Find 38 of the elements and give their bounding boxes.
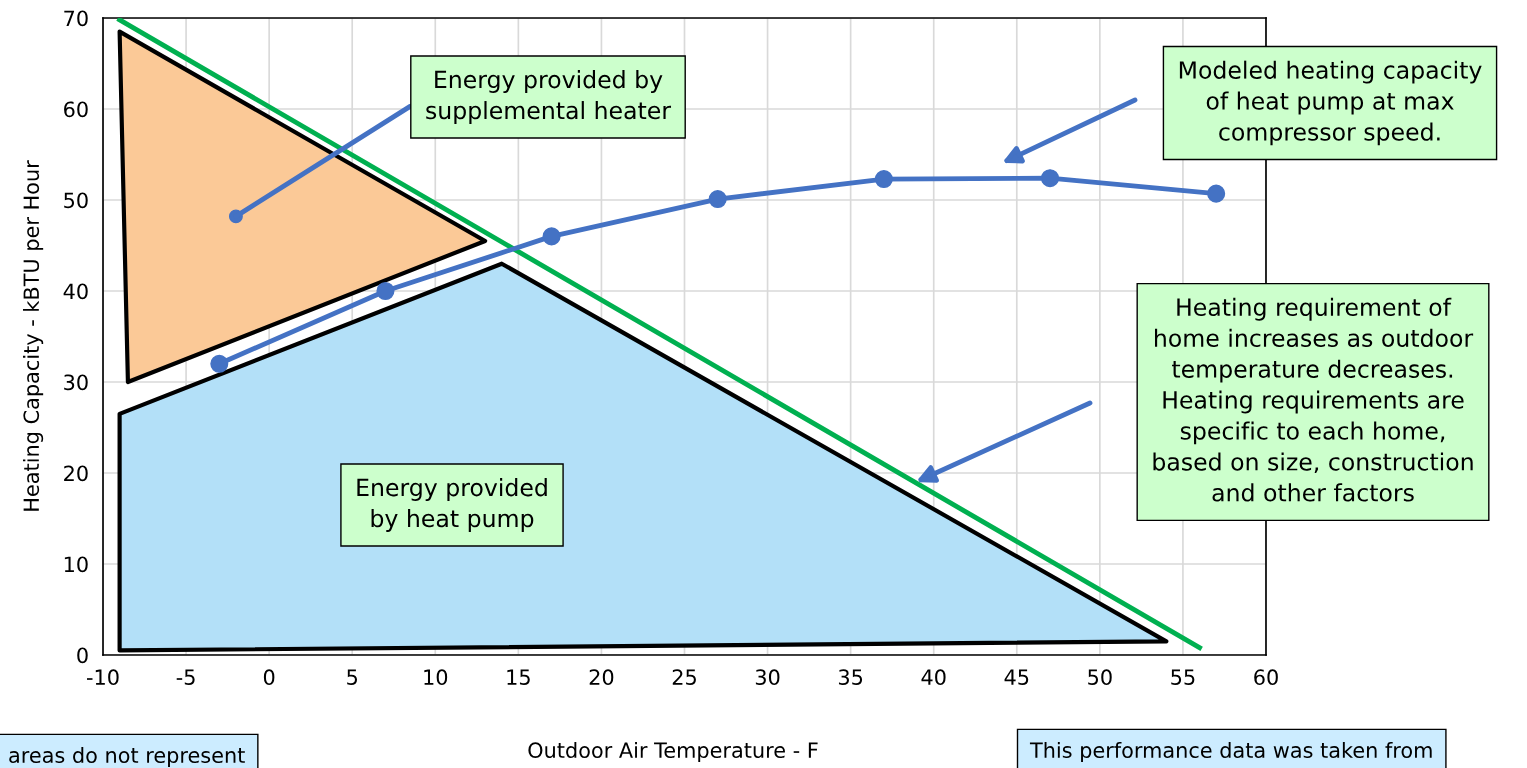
y-tick-label: 50 — [64, 192, 88, 209]
x-tick-label: 25 — [672, 669, 696, 686]
point — [542, 227, 561, 246]
x-tick-label: 0 — [263, 669, 275, 686]
annotation: Heating requirement of home increases as outdoor temperature decreases. Heating requirements are specific to each home, based on size, construction and other factors — [1153, 297, 1474, 502]
x-tick-label: 50 — [1088, 669, 1112, 686]
point — [210, 354, 229, 373]
y-tick-label: 10 — [64, 556, 88, 573]
point — [708, 190, 727, 209]
y-tick-label: 60 — [64, 101, 88, 118]
y-axis-title: Heating Capacity - kBTU per Hour — [22, 160, 44, 511]
point — [376, 281, 395, 301]
annotation: Energy provided by heat pump — [357, 478, 547, 532]
y-tick-label: 70 — [64, 10, 88, 27]
y-tick-label: 0 — [77, 647, 88, 664]
annotation: Modeled heating capacity of heat pump at max compressor speed. — [1179, 60, 1482, 146]
point — [1040, 169, 1060, 188]
x-tick-label: 15 — [507, 669, 530, 686]
y-tick-label: 30 — [64, 374, 88, 391]
annotation: Energy provided by supplemental heater — [426, 70, 672, 124]
x-tick-label: 60 — [1254, 669, 1278, 686]
point — [1207, 184, 1226, 203]
x-tick-label: 5 — [347, 669, 358, 686]
y-tick-label: 20 — [64, 465, 88, 482]
x-tick-label: 20 — [589, 669, 614, 686]
point — [874, 170, 893, 189]
x-tick-label: 10 — [424, 669, 448, 686]
x-tick-label: 35 — [838, 669, 863, 686]
text: This performance data was taken from — [1029, 741, 1432, 763]
x-tick-label: 55 — [1171, 669, 1195, 686]
text: areas do not represent — [9, 746, 245, 768]
x-tick-label: -10 — [87, 669, 119, 686]
x-tick-label: -5 — [176, 669, 195, 686]
x-tick-label: 40 — [921, 669, 946, 686]
x-tick-label: 30 — [755, 669, 780, 686]
x-axis-title: Outdoor Air Temperature - F — [528, 741, 818, 763]
y-tick-label: 40 — [63, 283, 88, 300]
x-tick-label: 45 — [1004, 669, 1029, 686]
